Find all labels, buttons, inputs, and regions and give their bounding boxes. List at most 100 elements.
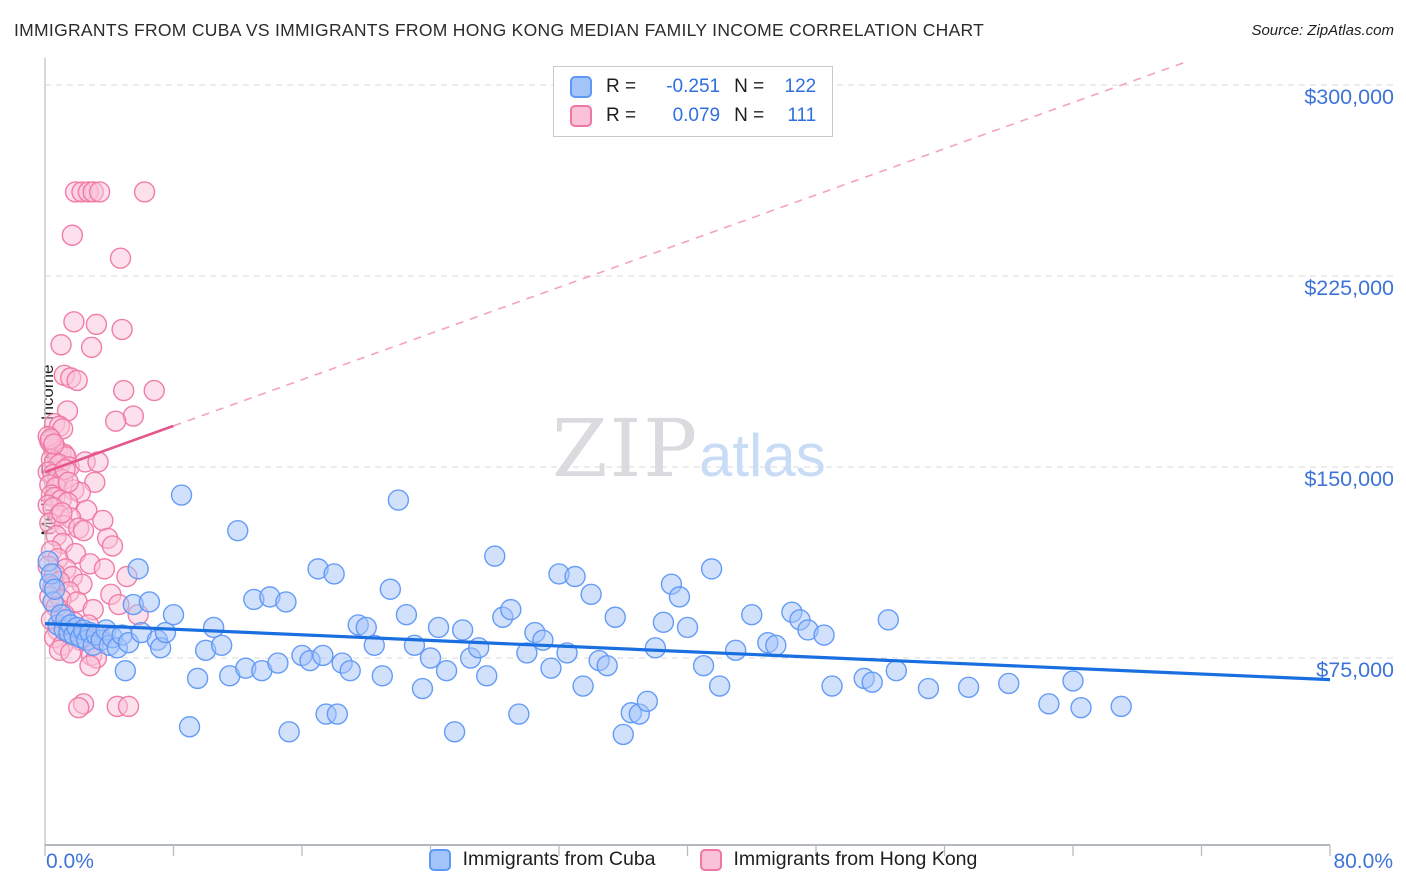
scatter-point [395,604,418,626]
scatter-point [92,509,114,532]
y-axis-tick-label: $75,000 [1316,658,1394,682]
scatter-point [363,634,385,656]
hongkong-swatch [570,105,592,127]
scatter-point [178,716,201,738]
scatter-point [68,696,90,719]
scatter-point [708,675,731,697]
scatter-point [604,606,626,628]
legend-item-hongkong: Immigrants from Hong Kong [699,848,977,871]
scatter-point [202,616,225,639]
scatter-point [43,433,65,455]
scatter-point [63,311,85,333]
scatter-point [484,545,506,567]
scatter-point [51,502,73,524]
scatter-point [66,369,88,392]
scatter-point [379,578,402,600]
source-attribution: Source: ZipAtlas.com [1251,22,1394,39]
hongkong-legend-swatch [699,848,722,871]
scatter-point [877,609,899,631]
scatter-point [885,660,908,682]
x-axis-max-label: 80.0% [1333,850,1393,873]
scatter-point [72,519,95,542]
scatter-point [186,667,209,690]
scatter-point [644,637,667,659]
legend-row-cuba: R = -0.251 N = 122 [570,76,816,98]
scatter-point [80,336,103,359]
scatter-point [612,723,634,746]
scatter-point [57,471,79,493]
scatter-point [427,616,450,639]
scatter-point [476,665,498,687]
scatter-point [564,565,586,588]
r-label: R = [606,76,637,97]
scatter-point [138,591,161,613]
scatter-point [419,647,442,669]
scatter-point [326,703,349,725]
correlation-legend-box: R = -0.251 N = 122 R = 0.079 N = 111 [553,66,834,137]
r-label: R = [606,105,637,126]
r-value-hongkong: 0.079 [672,105,721,126]
scatter-point [596,654,618,677]
scatter-point [93,558,116,580]
scatter-point [741,604,763,626]
y-axis-tick-label: $150,000 [1304,467,1394,491]
scatter-point [104,410,127,432]
n-label: N = [734,76,765,97]
y-axis-tick-label: $300,000 [1304,85,1394,109]
scatter-point [411,677,434,700]
scatter-point [580,583,602,606]
scatter-point [339,660,361,682]
scatter-point [451,619,474,641]
scatter-point [88,181,111,203]
scatter-point [371,665,394,687]
n-label: N = [734,105,765,126]
scatter-point [861,671,883,693]
scatter-point [278,721,300,743]
scatter-point [312,644,334,667]
scatter-point [275,591,297,613]
scatter-point [636,690,659,712]
x-axis-min-label: 0.0% [46,850,94,873]
scatter-point [227,519,249,542]
scatter-point [917,677,940,700]
scatter-point [821,675,843,697]
scatter-point [355,616,377,639]
scatter-point [43,578,66,600]
scatter-point [998,672,1020,695]
scatter-point [1110,695,1132,718]
scatter-point [61,224,84,246]
series-legend: Immigrants from Cuba Immigrants from Hon… [0,848,1406,871]
scatter-point [435,660,458,682]
y-axis-tick-label: $225,000 [1304,276,1394,300]
scatter-point [676,616,699,639]
n-value-hongkong: 111 [787,105,817,126]
scatter-point [540,657,562,679]
scatter-point [813,624,835,646]
scatter-point [85,313,108,336]
page-title: IMMIGRANTS FROM CUBA VS IMMIGRANTS FROM … [14,20,985,40]
scatter-point [508,703,530,725]
scatter-point [154,621,177,644]
scatter-point [668,586,691,608]
scatter-point [765,634,787,656]
scatter-point [267,652,289,674]
scatter-point [109,247,132,269]
cuba-legend-label: Immigrants from Cuba [462,848,656,870]
scatter-point [170,484,193,506]
scatter-point [79,654,101,677]
scatter-point [1070,696,1092,719]
scatter-point [516,642,538,664]
scatter-point [443,721,466,743]
scatter-point [700,558,723,580]
scatter-point [113,379,135,402]
scatter-point [572,675,594,697]
scatter-point [210,634,233,656]
scatter-point [122,405,145,427]
scatter-point [50,334,72,356]
scatter-point [133,181,156,203]
scatter-point [127,558,149,580]
legend-row-hongkong: R = 0.079 N = 111 [570,105,816,127]
scatter-point [143,379,165,402]
trend-line-solid [44,622,1331,682]
